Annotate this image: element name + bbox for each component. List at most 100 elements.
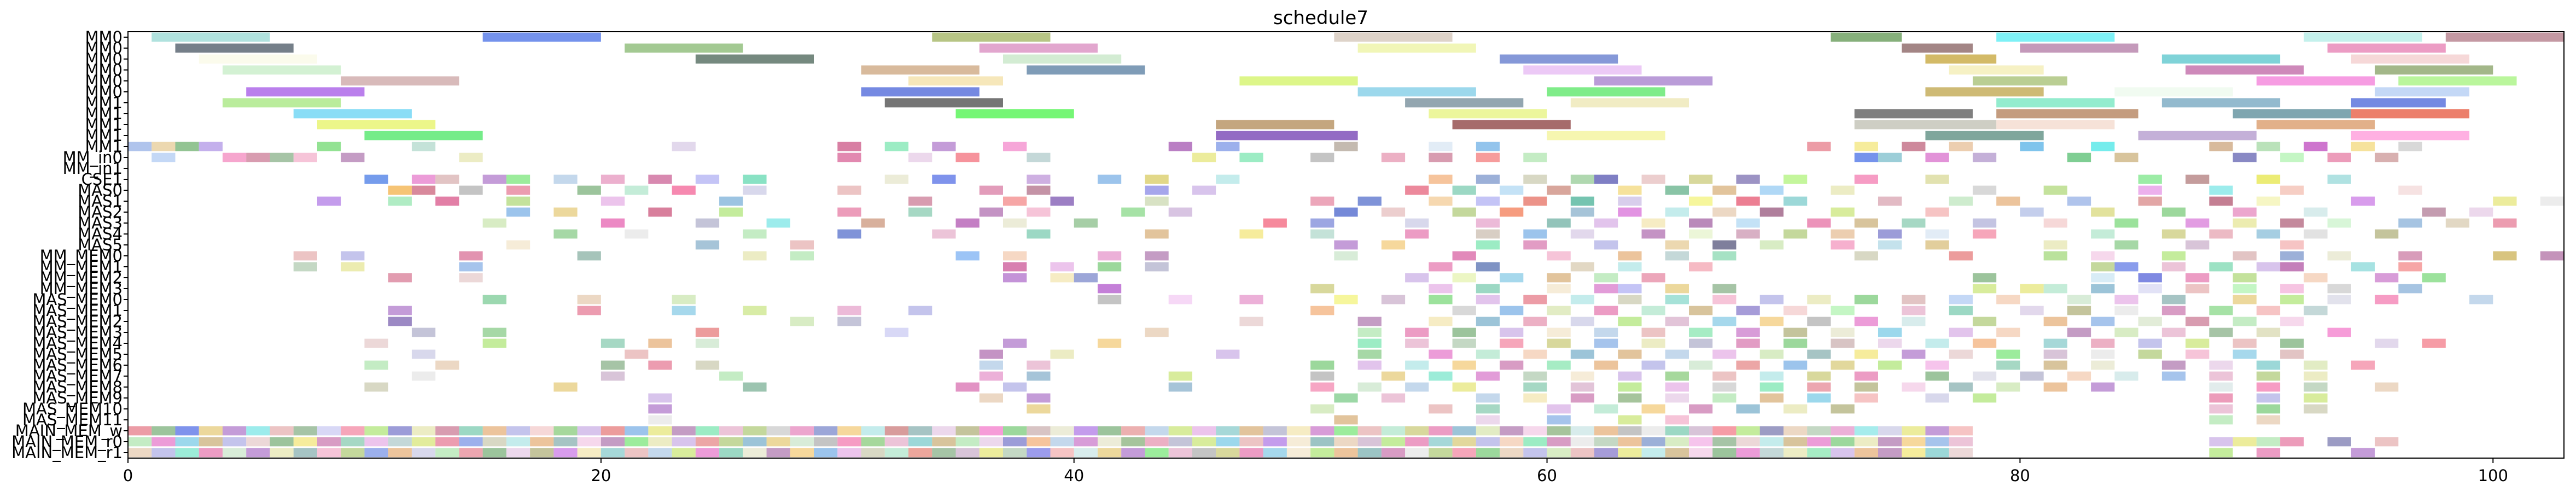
task-bar [2540,196,2564,206]
y-tick-label: MM1 [85,104,123,123]
task-bar [2209,262,2233,272]
y-tick-label: MAS_MEM6 [32,356,123,374]
task-bar [1570,382,1595,392]
task-bar [1759,240,1784,250]
task-bar [2091,360,2115,370]
task-bar [861,448,885,458]
task-bar [1925,174,1949,184]
task-bar [1547,87,1665,97]
task-bar [1239,317,1263,326]
task-bar [151,437,176,447]
task-bar [1854,142,1878,151]
task-bar [1027,360,1051,370]
task-bar [1145,174,1169,184]
task-bar [577,426,601,436]
task-bar [1547,327,1571,337]
task-bar [1381,393,1406,403]
task-bar [1641,448,1665,458]
task-bar [2209,196,2233,206]
task-bar [955,153,980,162]
task-bar [459,273,483,283]
task-bar [1996,295,2020,304]
task-bar [2445,32,2564,42]
task-bar [1097,338,1122,348]
task-bar [577,251,601,261]
task-bar [1594,306,1618,315]
task-bar [2256,327,2281,337]
task-bar [577,437,601,447]
task-bar [2114,262,2138,272]
task-bar [1665,382,1689,392]
task-bar [2351,109,2470,119]
task-bar [151,426,176,436]
task-bar [1405,327,1429,337]
y-tick-label: MAS_MEM8 [32,378,123,396]
task-bar [293,251,317,261]
task-bar [175,426,199,436]
task-bar [482,174,506,184]
task-bar [1097,174,1122,184]
task-bar [1381,437,1406,447]
task-bar [1168,437,1192,447]
task-bar [1570,371,1595,381]
task-bar [1689,426,1713,436]
task-bar [341,448,365,458]
task-bar [2020,306,2044,315]
task-bar [908,153,933,162]
task-bar [1286,426,1311,436]
task-bar [1949,437,1973,447]
task-bar [1759,426,1784,436]
task-bar [1097,262,1122,272]
task-bar [1570,207,1595,217]
task-bar [2114,218,2138,228]
task-bar [341,76,459,86]
task-bar [2067,295,2091,304]
task-bar [1050,196,1074,206]
task-bar [1831,229,1855,239]
task-bar [459,426,483,436]
task-bar [1618,284,1642,294]
task-bar [1097,295,1122,304]
task-bar [1121,207,1145,217]
task-bar [2161,262,2186,272]
task-bar [317,120,436,130]
task-bar [1547,251,1571,261]
task-bar [2304,32,2422,42]
task-bar [1500,54,1618,64]
task-bar [2375,338,2399,348]
task-bar [979,360,1003,370]
task-bar [2493,251,2517,261]
task-bar [1972,229,1997,239]
task-bar [1594,273,1618,283]
task-bar [2043,317,2067,326]
task-bar [341,251,365,261]
task-bar [837,142,861,151]
task-bar [364,426,388,436]
task-bar [1949,196,1973,206]
task-bar [175,142,199,151]
task-bar [1405,98,1524,108]
task-bar [648,404,672,414]
task-bar [1050,426,1074,436]
task-bar [388,317,412,326]
task-bar [932,448,956,458]
task-bar [506,437,531,447]
task-bar [1310,371,1334,381]
task-bar [1807,382,1831,392]
task-bar [1334,32,1453,42]
task-bar [364,360,388,370]
task-bar [2280,153,2304,162]
task-bar [1689,174,1713,184]
task-bar [199,142,223,151]
task-bar [1547,306,1571,315]
task-bar [293,437,317,447]
task-bar [2209,448,2233,458]
task-bar [530,426,554,436]
task-bar [1405,448,1429,458]
task-bar [2233,437,2257,447]
task-bar [1902,295,1926,304]
task-bar [1429,371,1453,381]
task-bar [884,437,909,447]
task-bar [695,54,814,64]
task-bar [1523,426,1547,436]
